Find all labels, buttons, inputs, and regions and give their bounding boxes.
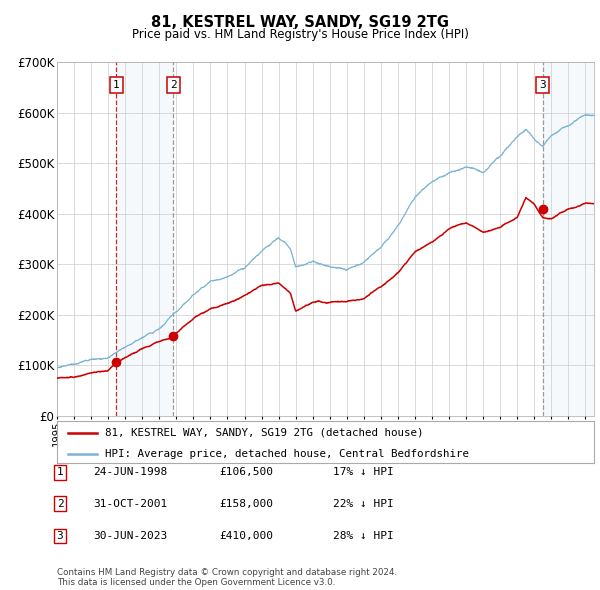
Text: 81, KESTREL WAY, SANDY, SG19 2TG: 81, KESTREL WAY, SANDY, SG19 2TG bbox=[151, 15, 449, 30]
Text: 30-JUN-2023: 30-JUN-2023 bbox=[93, 531, 167, 541]
Text: Contains HM Land Registry data © Crown copyright and database right 2024.
This d: Contains HM Land Registry data © Crown c… bbox=[57, 568, 397, 587]
Bar bbox=[543, 62, 594, 416]
Text: 17% ↓ HPI: 17% ↓ HPI bbox=[333, 467, 394, 477]
Text: 28% ↓ HPI: 28% ↓ HPI bbox=[333, 531, 394, 541]
Text: 1: 1 bbox=[113, 80, 120, 90]
Text: 3: 3 bbox=[56, 531, 64, 541]
Text: 2: 2 bbox=[170, 80, 177, 90]
Text: Price paid vs. HM Land Registry's House Price Index (HPI): Price paid vs. HM Land Registry's House … bbox=[131, 28, 469, 41]
Text: 3: 3 bbox=[539, 80, 546, 90]
Text: 2: 2 bbox=[56, 499, 64, 509]
Text: 1: 1 bbox=[56, 467, 64, 477]
Text: £106,500: £106,500 bbox=[219, 467, 273, 477]
Text: 24-JUN-1998: 24-JUN-1998 bbox=[93, 467, 167, 477]
Text: 22% ↓ HPI: 22% ↓ HPI bbox=[333, 499, 394, 509]
Text: £158,000: £158,000 bbox=[219, 499, 273, 509]
Text: £410,000: £410,000 bbox=[219, 531, 273, 541]
Text: HPI: Average price, detached house, Central Bedfordshire: HPI: Average price, detached house, Cent… bbox=[106, 449, 469, 459]
Bar bbox=[116, 62, 173, 416]
Text: 31-OCT-2001: 31-OCT-2001 bbox=[93, 499, 167, 509]
Text: 81, KESTREL WAY, SANDY, SG19 2TG (detached house): 81, KESTREL WAY, SANDY, SG19 2TG (detach… bbox=[106, 428, 424, 438]
Bar bbox=[543, 62, 594, 416]
